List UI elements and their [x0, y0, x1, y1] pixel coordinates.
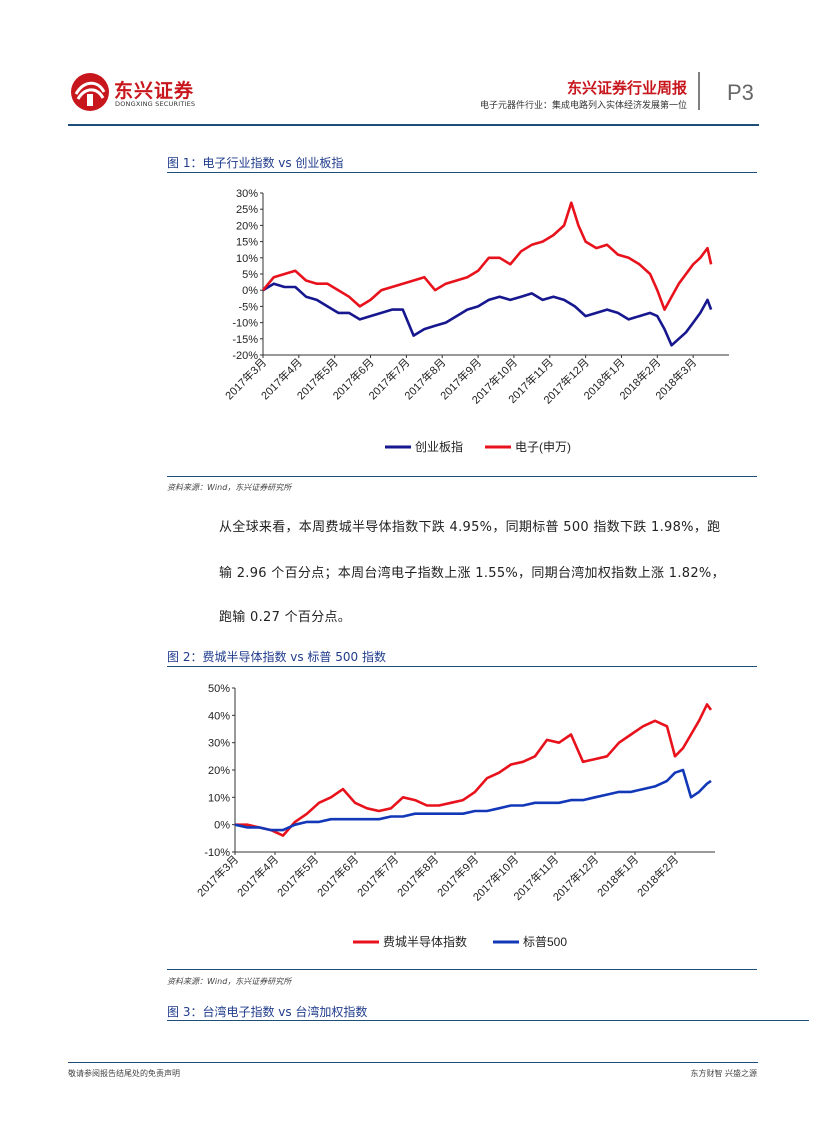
y-tick-label: -20%: [232, 350, 258, 362]
logo-text: 东兴证券: [114, 80, 195, 102]
y-tick-label: 50%: [208, 683, 230, 695]
x-tick-label: 2017年8月: [394, 852, 441, 899]
figure-1-chart: 30%25%20%15%10%5%0%-5%-10%-15%-20%2017年3…: [222, 188, 729, 454]
series-line-2: [234, 768, 712, 832]
x-tick-label: 2017年4月: [234, 852, 281, 899]
logo-subtext: DONGXING SECURITIES: [115, 100, 196, 108]
report-subtitle: 电子元器件行业：集成电路列入实体经济发展第一位: [479, 101, 687, 111]
y-tick-label: -5%: [238, 301, 258, 313]
y-tick-label: 40%: [208, 710, 230, 722]
y-tick-label: 10%: [208, 792, 230, 804]
figure-3-title: 图 3：台湾电子指数 vs 台湾加权指数: [167, 1005, 368, 1019]
y-tick-label: -15%: [232, 334, 258, 346]
y-tick-label: 30%: [236, 188, 258, 200]
page-number: P3: [727, 80, 754, 105]
figure-1-rule: [167, 172, 757, 173]
logo-icon: [70, 72, 110, 112]
figure-1-title: 图 1：电子行业指数 vs 创业板指: [167, 156, 344, 170]
figure-3-rule: [167, 1020, 809, 1021]
legend-label-2: 电子(申万): [515, 440, 571, 454]
header-rule: [68, 124, 759, 126]
figure-2-rule: [167, 666, 757, 667]
x-tick-label: 2018年2月: [634, 852, 681, 899]
figure-1-source-rule: [167, 476, 757, 477]
y-tick-label: 10%: [236, 253, 258, 265]
figure-2-source-rule: [167, 969, 757, 970]
y-tick-label: -10%: [232, 318, 258, 330]
legend-label-1: 创业板指: [415, 439, 463, 454]
legend-label-2: 标普500: [523, 935, 567, 949]
x-tick-label: 2018年1月: [594, 852, 641, 899]
y-tick-label: 20%: [236, 220, 258, 232]
y-tick-label: 0%: [214, 820, 230, 832]
x-tick-label: 2017年7月: [354, 852, 401, 899]
x-tick-label: 2017年6月: [314, 852, 361, 899]
y-tick-label: 20%: [208, 765, 230, 777]
footer-rule: [68, 1062, 758, 1063]
y-tick-label: 30%: [208, 738, 230, 750]
footer-slogan: 东方财智 兴盛之源: [690, 1069, 757, 1078]
figure-2-title: 图 2：费城半导体指数 vs 标普 500 指数: [167, 650, 386, 664]
body-line-2: 输 2.96 个百分点；本周台湾电子指数上涨 1.55%，同期台湾加权指数上涨 …: [219, 566, 725, 581]
y-tick-label: -10%: [204, 847, 230, 859]
y-tick-label: 5%: [242, 269, 258, 281]
y-tick-label: 25%: [236, 204, 258, 216]
x-tick-label: 2017年5月: [274, 852, 321, 899]
header-divider: [698, 72, 700, 110]
x-tick-label: 2017年3月: [194, 852, 241, 899]
legend-label-1: 费城半导体指数: [383, 934, 467, 949]
figure-2-source: 资料来源：Wind，东兴证券研究所: [167, 977, 292, 986]
body-line-3: 跑输 0.27 个百分点。: [219, 610, 352, 625]
report-title: 东兴证券行业周报: [566, 79, 687, 97]
y-tick-label: 15%: [236, 237, 258, 249]
footer-disclaimer: 敬请参阅报告结尾处的免责声明: [68, 1069, 180, 1078]
figure-2-chart: 50%40%30%20%10%0%-10%2017年3月2017年4月2017年…: [194, 683, 715, 949]
figure-1-source: 资料来源：Wind，东兴证券研究所: [167, 483, 292, 492]
series-line-2: [262, 201, 713, 311]
series-line-1: [235, 703, 713, 837]
y-tick-label: 0%: [242, 285, 258, 297]
body-line-1: 从全球来看，本周费城半导体指数下跌 4.95%，同期标普 500 指数下跌 1.…: [219, 520, 721, 535]
series-line-1: [262, 282, 713, 347]
